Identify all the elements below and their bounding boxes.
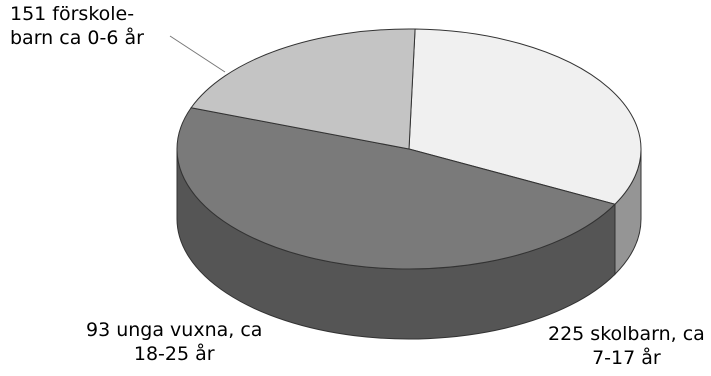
slice-label-line: barn ca 0-6 år (10, 27, 144, 49)
slice-label-preschool: 151 förskole- barn ca 0-6 år (10, 2, 144, 50)
slice-label-line: 93 unga vuxna, ca (86, 319, 263, 341)
slice-label-young-adults: 93 unga vuxna, ca 18-25 år (86, 318, 262, 366)
pie-tops (176, 28, 642, 270)
slice-label-line: 7-17 år (592, 347, 661, 369)
pie-slice-1 (176, 107, 616, 270)
leader-line (169, 35, 226, 73)
slice-label-line: 225 skolbarn, ca (548, 323, 705, 345)
pie-slice-2 (190, 28, 416, 150)
slice-label-school: 225 skolbarn, ca 7-17 år (548, 322, 705, 370)
slice-label-line: 18-25 år (133, 343, 215, 365)
pie-slice-0 (408, 28, 642, 205)
slice-label-line: 151 förskole- (10, 3, 135, 25)
